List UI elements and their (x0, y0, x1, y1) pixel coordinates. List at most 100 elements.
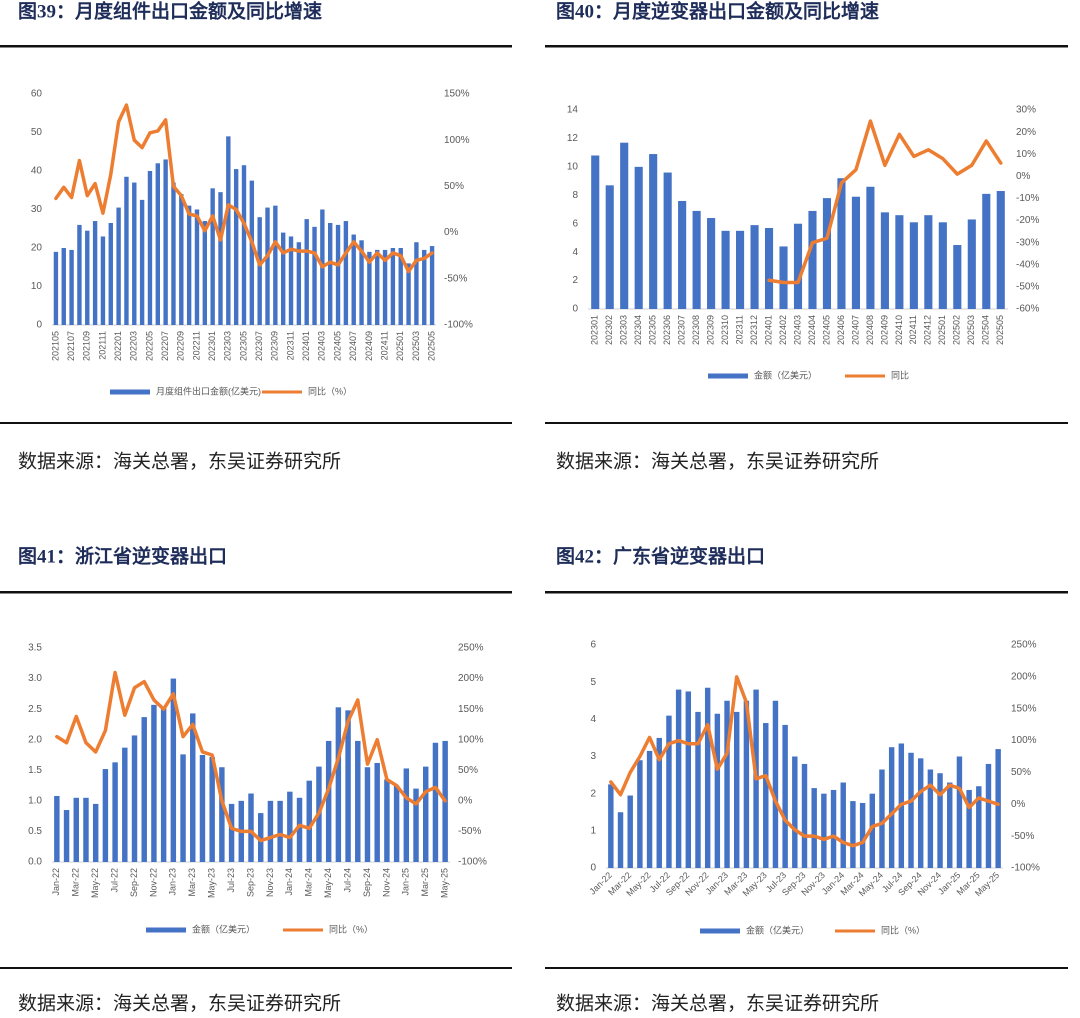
y2-tick-label: -30% (1016, 237, 1039, 248)
bar (53, 251, 59, 325)
rule (0, 967, 512, 969)
bar (909, 222, 918, 309)
bar (257, 217, 262, 325)
x-tick-label: 202307 (254, 331, 264, 361)
bar (736, 230, 745, 309)
y2-tick-label: -50% (1016, 282, 1039, 293)
bar (63, 810, 70, 862)
x-tick-label: 202503 (411, 331, 421, 361)
x-tick-label: Nov-23 (265, 868, 275, 897)
x-tick-label: 202403 (792, 315, 802, 345)
bar (414, 242, 419, 325)
x-tick-label: 202308 (691, 315, 701, 345)
bar (808, 210, 817, 309)
x-tick-label: 202505 (995, 315, 1005, 345)
bar (837, 178, 846, 309)
rule (0, 45, 512, 48)
bar (793, 223, 803, 309)
y2-tick-label: 150% (458, 704, 484, 715)
x-tick-label: 202402 (778, 315, 788, 345)
x-tick-label: May-24 (323, 868, 333, 898)
bar (666, 715, 672, 868)
bar (895, 215, 904, 309)
bar (734, 711, 740, 868)
y-tick-label: 2.5 (28, 704, 42, 715)
y-tick-label: 40 (31, 166, 43, 177)
legend-label: 同比（%） (881, 924, 925, 935)
bar (985, 763, 992, 868)
y2-tick-label: 150% (444, 89, 470, 100)
x-tick-label: Sep-23 (245, 868, 255, 897)
bar (267, 800, 274, 862)
bar (850, 801, 856, 868)
bar (210, 188, 215, 325)
y-tick-label: 3 (590, 751, 596, 762)
x-tick-label: 202309 (270, 331, 280, 361)
bar (343, 221, 349, 325)
y-tick-label: 14 (567, 105, 579, 116)
bar (656, 737, 662, 868)
x-tick-label: 202411 (379, 331, 389, 360)
x-tick-label: Nov-24 (381, 868, 391, 897)
bar (287, 791, 293, 862)
bar (937, 773, 943, 868)
line-series (54, 103, 434, 274)
bar (840, 782, 846, 868)
x-tick-label: 202405 (821, 315, 831, 345)
x-tick-label: 202311 (285, 331, 295, 360)
legend-swatch (146, 927, 186, 933)
bar (202, 221, 208, 325)
y-tick-label: 0.5 (28, 826, 42, 837)
x-tick-label: 202304 (633, 315, 643, 345)
x-tick-label: Jan-23 (168, 868, 178, 896)
legend-label: 金额（亿美元） (192, 923, 255, 934)
bar (721, 230, 730, 309)
bar (375, 249, 380, 325)
bar (194, 209, 200, 325)
bar (851, 196, 860, 309)
bar (956, 756, 963, 868)
y2-tick-label: 150% (1011, 703, 1037, 714)
legend-label: 金额（亿美元） (754, 369, 817, 380)
y-tick-label: 3.0 (28, 673, 42, 684)
y-tick-label: 5 (590, 677, 596, 688)
bar (792, 756, 798, 868)
bar (132, 182, 137, 325)
y2-tick-label: 0% (1016, 171, 1031, 182)
bar (83, 797, 89, 862)
y-tick-label: 1.0 (28, 795, 42, 806)
source-note: 数据来源：海关总署，东吴证券研究所 (18, 450, 341, 472)
bar (927, 769, 934, 868)
y2-tick-label: -50% (444, 273, 467, 284)
y2-tick-label: -10% (1016, 193, 1039, 204)
bar (423, 766, 429, 862)
bar (764, 227, 774, 309)
legend-swatch (700, 928, 740, 934)
y-tick-label: 0 (36, 320, 42, 331)
y2-tick-label: -20% (1016, 215, 1039, 226)
x-tick-label: 202407 (348, 331, 358, 361)
bar (917, 758, 924, 868)
bar (226, 136, 231, 325)
figure-title: 图40：月度逆变器出口金额及同比增速 (556, 0, 879, 22)
bar (141, 717, 147, 862)
figure-title: 图41：浙江省逆变器出口 (18, 544, 227, 567)
x-tick-label: 202401 (301, 331, 311, 361)
y2-tick-label: -100% (444, 320, 473, 331)
bar (233, 169, 239, 325)
bar (241, 165, 247, 325)
x-tick-label: 202301 (207, 331, 217, 361)
x-tick-label: Mar-22 (71, 868, 81, 897)
x-tick-label: 202205 (144, 331, 154, 361)
bar (382, 249, 388, 325)
source-note: 数据来源：海关总署，东吴证券研究所 (556, 992, 879, 1014)
bar (351, 234, 356, 325)
bar (617, 812, 624, 868)
bar (54, 795, 60, 862)
bar (155, 163, 160, 325)
bar (779, 246, 788, 309)
x-tick-label: 202410 (894, 315, 904, 345)
y2-tick-label: 50% (1011, 767, 1031, 778)
x-tick-label: 202105 (50, 331, 60, 361)
bar (707, 218, 716, 309)
